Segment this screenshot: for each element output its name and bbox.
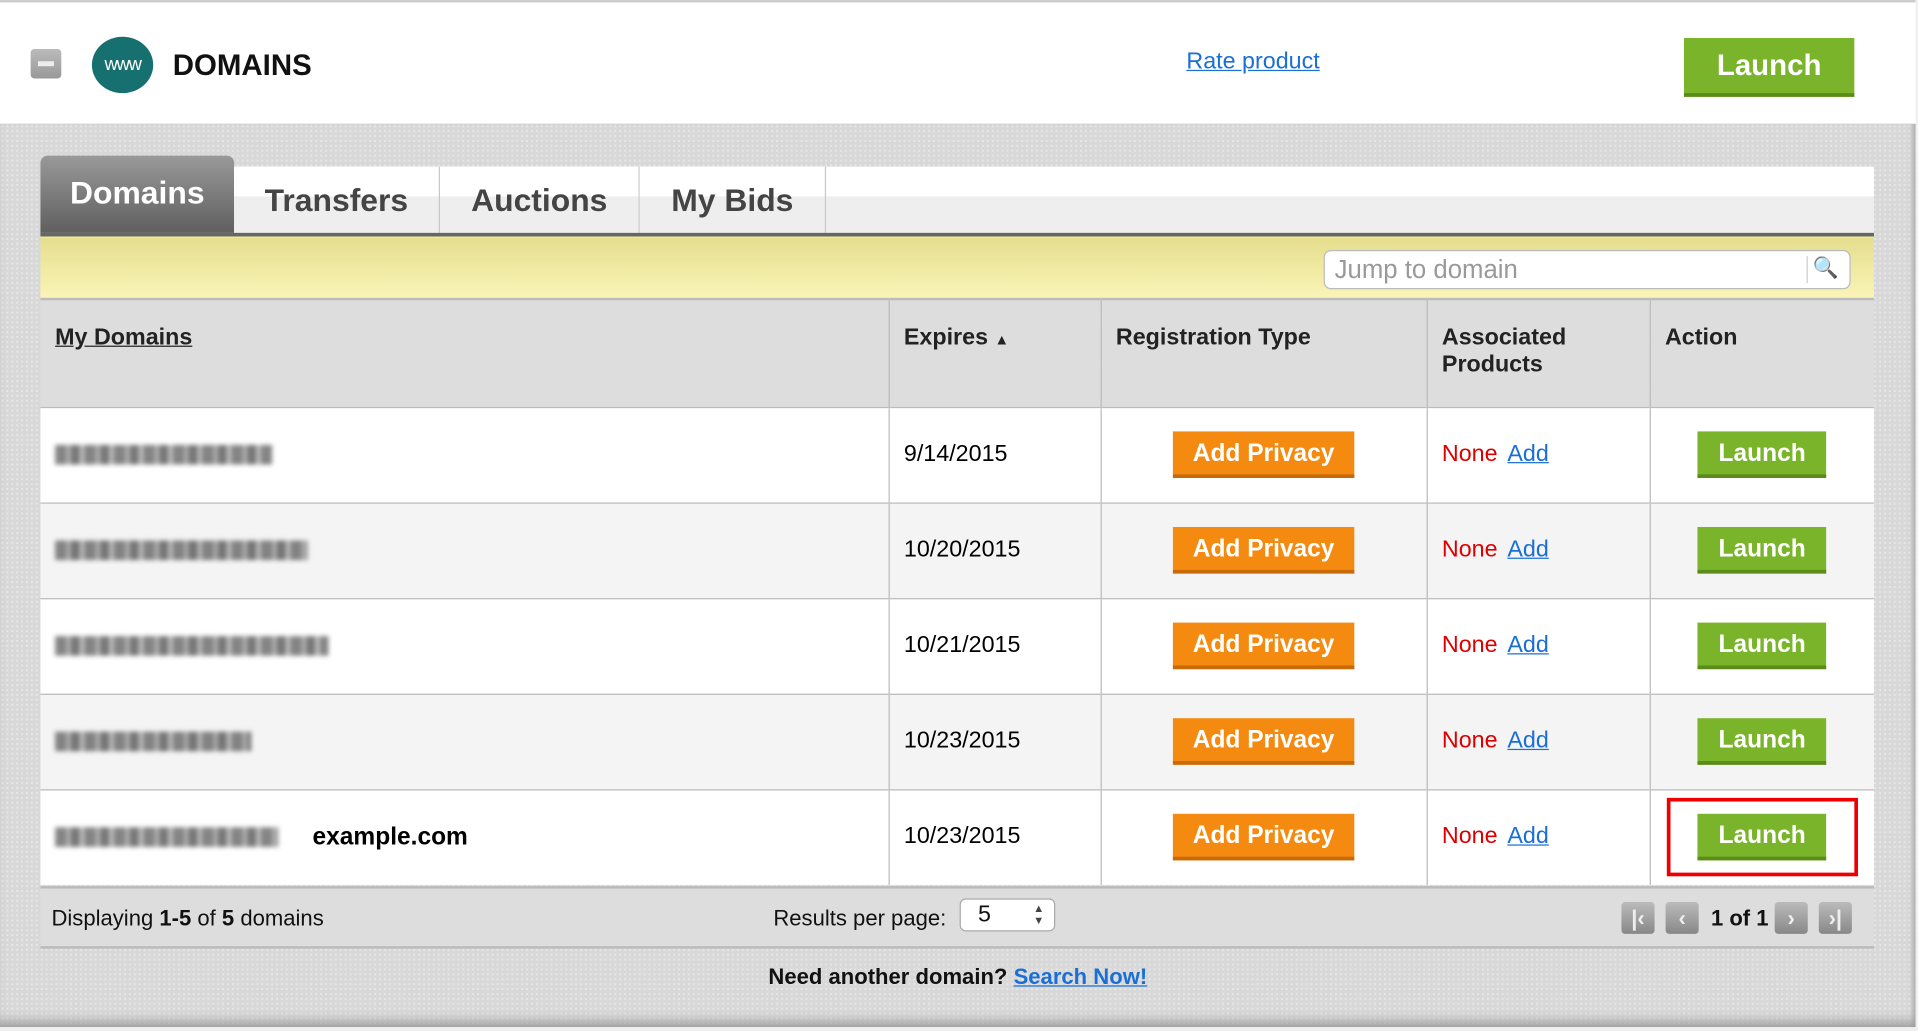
jump-to-domain-field[interactable]: 🔍: [1323, 250, 1851, 290]
blurred-domain-name: [55, 540, 308, 561]
blurred-domain-name: [55, 444, 273, 465]
table-row: 10/20/2015 Add Privacy None Add Launch: [40, 501, 1874, 599]
launch-button[interactable]: Launch: [1697, 814, 1827, 861]
add-privacy-button[interactable]: Add Privacy: [1172, 814, 1355, 861]
launch-button[interactable]: Launch: [1697, 527, 1827, 574]
action-header: Action: [1649, 297, 1874, 407]
displaying-prefix: Displaying: [51, 905, 160, 931]
registration-type-header: Registration Type: [1100, 297, 1428, 407]
add-product-link[interactable]: Add: [1507, 823, 1549, 850]
add-product-link[interactable]: Add: [1507, 536, 1549, 563]
associated-products-header: Associated Products: [1426, 297, 1651, 407]
expires-date: 10/23/2015: [888, 788, 1102, 885]
expires-date: 10/23/2015: [888, 693, 1102, 790]
domain-label: example.com: [312, 823, 468, 851]
jump-to-domain-input[interactable]: [1332, 254, 1803, 287]
table-row: 9/14/2015 Add Privacy None Add Launch: [40, 406, 1874, 503]
domains-table: My Domains Expires ▲ Registration Type A…: [40, 297, 1874, 885]
my-domains-header[interactable]: My Domains: [55, 324, 193, 351]
prev-page-icon[interactable]: ‹: [1665, 902, 1699, 934]
table-header: My Domains Expires ▲ Registration Type A…: [40, 297, 1874, 407]
page-title: DOMAINS: [172, 49, 312, 83]
table-row: example.com 10/23/2015 Add Privacy None A…: [40, 788, 1874, 885]
next-page-icon[interactable]: ›: [1774, 902, 1808, 934]
expires-date: 10/21/2015: [888, 597, 1102, 694]
last-page-icon[interactable]: ›|: [1818, 902, 1852, 934]
products-none: None: [1441, 441, 1498, 467]
search-now-link[interactable]: Search Now!: [1013, 964, 1148, 990]
header-launch-button[interactable]: Launch: [1683, 37, 1855, 97]
displaying-range: 1-5: [159, 905, 192, 931]
first-page-icon[interactable]: |‹: [1621, 902, 1655, 934]
highlight-box: [1666, 797, 1859, 877]
add-privacy-button[interactable]: Add Privacy: [1172, 527, 1355, 574]
page-info: 1 of 1: [1710, 905, 1769, 931]
table-row: 10/23/2015 Add Privacy None Add Launch: [40, 693, 1874, 790]
results-per-page-label: Results per page:: [773, 905, 947, 931]
collapse-icon[interactable]: [30, 49, 62, 79]
sort-ascending-icon: ▲: [994, 330, 1010, 349]
stepper-arrows-icon: ▲ ▼: [1033, 902, 1045, 927]
add-product-link[interactable]: Add: [1507, 632, 1549, 659]
expires-header[interactable]: Expires: [903, 324, 989, 351]
app-header: www DOMAINS Rate product Launch: [0, 0, 1916, 127]
blurred-domain-name: [55, 636, 329, 656]
results-per-page-value: 5: [978, 902, 991, 928]
search-bar: 🔍: [40, 236, 1874, 300]
tab-my-bids[interactable]: My Bids: [639, 166, 827, 233]
launch-button[interactable]: Launch: [1697, 622, 1827, 670]
tab-transfers[interactable]: Transfers: [234, 166, 440, 233]
add-product-link[interactable]: Add: [1507, 441, 1549, 467]
need-another-domain: Need another domain? Search Now!: [0, 965, 1916, 991]
blurred-domain-name: [55, 731, 252, 752]
add-privacy-button[interactable]: Add Privacy: [1172, 718, 1355, 765]
need-another-text: Need another domain?: [768, 964, 1008, 990]
add-privacy-button[interactable]: Add Privacy: [1172, 622, 1355, 670]
products-none: None: [1441, 536, 1498, 563]
add-product-link[interactable]: Add: [1507, 728, 1549, 754]
tab-divider: [40, 232, 1874, 237]
tab-auctions[interactable]: Auctions: [439, 166, 640, 233]
products-none: None: [1441, 632, 1498, 659]
rate-product-link[interactable]: Rate product: [1186, 49, 1320, 75]
table-row: 10/21/2015 Add Privacy None Add Launch: [40, 597, 1874, 694]
products-none: None: [1441, 823, 1498, 850]
displaying-total: 5: [221, 905, 235, 931]
displaying-suffix: domains: [234, 905, 324, 931]
expires-date: 10/20/2015: [888, 501, 1102, 599]
displaying-of: of: [191, 905, 222, 931]
add-privacy-button[interactable]: Add Privacy: [1172, 431, 1355, 478]
tab-domains[interactable]: Domains: [40, 155, 235, 233]
search-icon[interactable]: 🔍: [1806, 256, 1840, 284]
launch-button[interactable]: Launch: [1697, 431, 1827, 478]
products-none: None: [1441, 728, 1498, 754]
displaying-count: Displaying 1-5 of 5 domains: [51, 906, 323, 932]
table-footer: Displaying 1-5 of 5 domains Results per …: [40, 886, 1874, 949]
expires-date: 9/14/2015: [888, 406, 1102, 503]
www-globe-icon: www: [91, 36, 154, 94]
blurred-domain-name: [55, 827, 279, 848]
results-per-page-select[interactable]: 5 ▲ ▼: [959, 898, 1056, 932]
launch-button[interactable]: Launch: [1697, 718, 1827, 765]
